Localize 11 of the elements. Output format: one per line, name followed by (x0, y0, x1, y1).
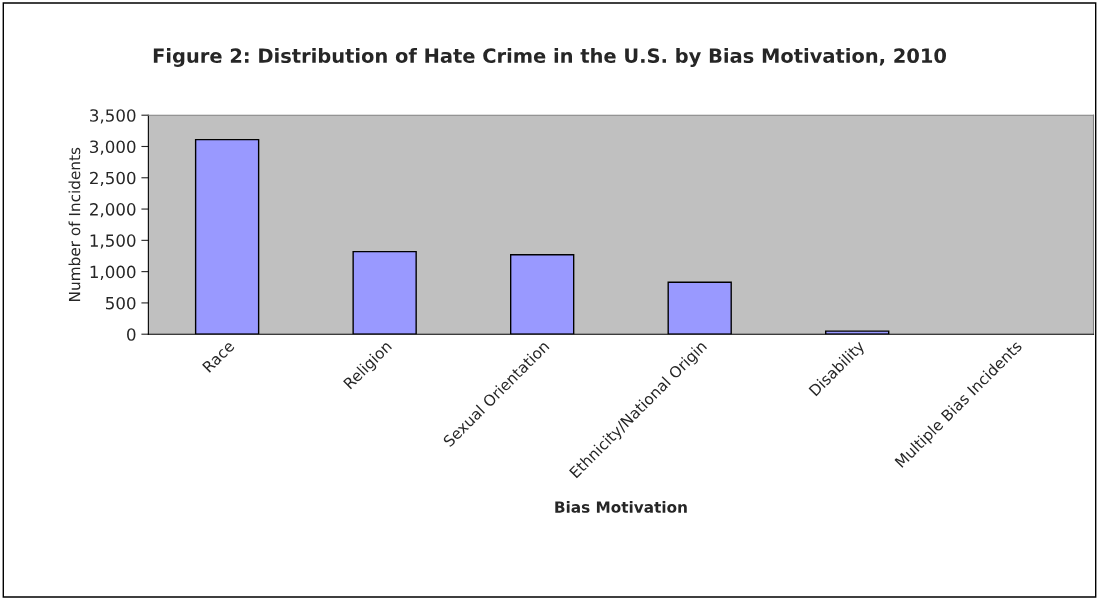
y-axis-title: Number of Incidents (68, 147, 81, 301)
y-tick-label: 2,000 (90, 203, 136, 218)
y-tick-label: 0 (127, 328, 136, 341)
y-tick-label: 500 (106, 296, 136, 310)
y-tick-label: 3,000 (90, 140, 136, 155)
y-tick-label: 1,000 (90, 265, 136, 280)
y-tick-label: 3,500 (90, 109, 136, 124)
y-tick-label: 2,500 (90, 171, 136, 187)
y-tick-label: 1,500 (90, 234, 136, 249)
x-axis-title: Bias Motivation (555, 501, 687, 513)
chart-title: Figure 2: Distribution of Hate Crime in the U.S. by Bias Motivation, 2010 (153, 48, 946, 67)
